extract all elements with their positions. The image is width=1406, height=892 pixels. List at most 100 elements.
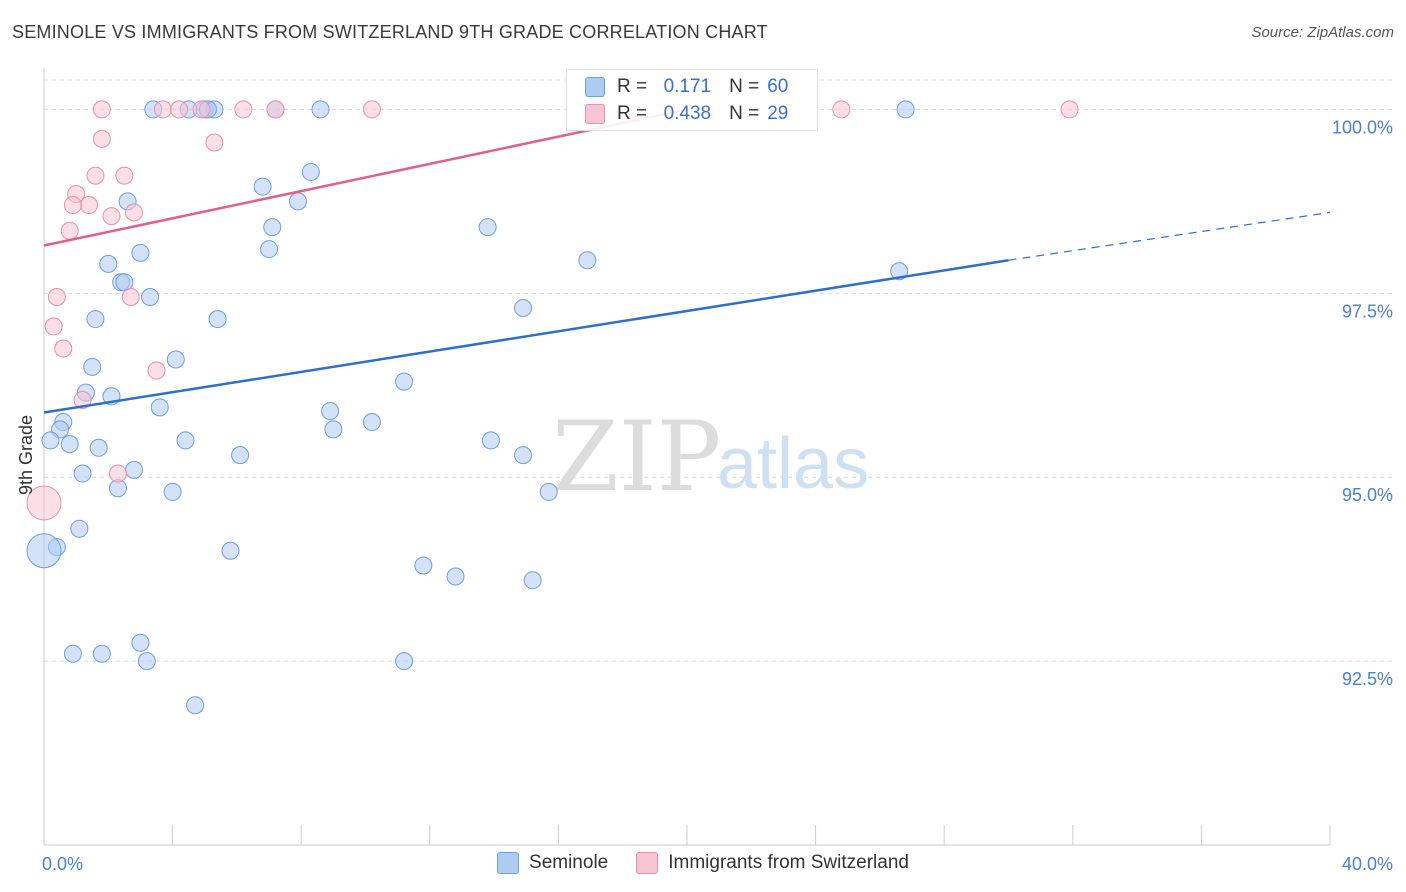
y-tick-label: 100.0%	[1332, 117, 1393, 137]
grid-lines	[44, 79, 1393, 662]
legend-n-value: 60	[767, 76, 789, 97]
seminole-point	[260, 240, 279, 259]
seminole-point	[896, 100, 915, 119]
seminole-point	[137, 652, 156, 671]
seminole-point	[324, 420, 343, 439]
switzerland-point	[266, 100, 285, 119]
switzerland-point	[60, 221, 79, 240]
seminole-point	[70, 519, 89, 538]
switzerland-legend-swatch	[636, 852, 659, 874]
seminole-point	[263, 218, 282, 237]
switzerland-point	[205, 133, 224, 152]
switzerland-swatch	[585, 104, 605, 124]
legend-item-seminole[interactable]: Seminole	[497, 852, 608, 874]
switzerland-trend-line	[43, 108, 688, 247]
switzerland-point	[26, 485, 62, 521]
switzerland-point	[121, 287, 140, 306]
switzerland-point	[86, 166, 105, 185]
seminole-point	[150, 398, 169, 417]
seminole-point	[523, 571, 542, 590]
seminole-point	[63, 644, 82, 663]
switzerland-point	[73, 390, 92, 409]
switzerland-point	[108, 464, 127, 483]
switzerland-point	[234, 100, 253, 119]
seminole-point	[321, 402, 340, 421]
switzerland-point	[362, 100, 381, 119]
seminole-point	[446, 567, 465, 586]
seminole-trend-extension	[1008, 211, 1331, 261]
switzerland-point	[153, 100, 172, 119]
seminole-point	[131, 633, 150, 652]
y-tick-label: 92.5%	[1342, 669, 1393, 689]
seminole-point	[311, 100, 330, 119]
axes	[43, 68, 1331, 846]
seminole-point	[362, 413, 381, 432]
seminole-trend-line	[43, 258, 1009, 414]
seminole-point	[539, 482, 558, 501]
legend-row-seminole: R = 0.171 N = 60	[585, 75, 788, 99]
legend-n-label: N =	[729, 103, 760, 124]
legend-r-label: R =	[617, 76, 648, 97]
seminole-legend-swatch	[497, 852, 520, 874]
switzerland-point	[92, 129, 111, 148]
seminole-point	[125, 460, 144, 479]
switzerland-point	[63, 196, 82, 215]
seminole-point	[288, 192, 307, 211]
seminole-point	[301, 162, 320, 181]
seminole-point	[186, 696, 205, 715]
seminole-point	[221, 541, 240, 560]
legend-n-label: N =	[729, 76, 760, 97]
stats-legend: R = 0.171 N = 60 R = 0.438 N = 29	[566, 69, 818, 131]
seminole-point	[414, 556, 433, 575]
seminole-point	[131, 243, 150, 262]
switzerland-point	[44, 317, 63, 336]
legend-r-label: R =	[617, 103, 648, 124]
switzerland-point	[102, 207, 121, 226]
seminole-point	[481, 431, 500, 450]
seminole-point	[60, 435, 79, 454]
seminole-point	[73, 464, 92, 483]
seminole-point	[41, 431, 60, 450]
y-tick-label: 97.5%	[1342, 301, 1393, 321]
x-tick-label: 0.0%	[42, 854, 83, 874]
seminole-point	[514, 446, 533, 465]
seminole-point	[163, 482, 182, 501]
source-label: Source: ZipAtlas.com	[1251, 24, 1394, 41]
x-tick-label: 40.0%	[1342, 854, 1393, 874]
seminole-point	[478, 218, 497, 237]
seminole-point	[141, 287, 160, 306]
switzerland-point	[80, 196, 99, 215]
seminole-point	[395, 652, 414, 671]
seminole-point	[231, 446, 250, 465]
watermark-zip: ZIP	[552, 401, 721, 513]
seminole-point	[99, 254, 118, 273]
switzerland-point	[192, 100, 211, 119]
switzerland-point	[1060, 100, 1079, 119]
seminole-point	[86, 310, 105, 329]
watermark-atlas: atlas	[717, 424, 869, 504]
seminole-point	[92, 644, 111, 663]
legend-row-switzerland: R = 0.438 N = 29	[585, 102, 788, 126]
switzerland-point	[832, 100, 851, 119]
legend-r-value: 0.438	[663, 103, 712, 124]
y-axis-label: 9th Grade	[16, 415, 36, 495]
seminole-legend-label: Seminole	[529, 852, 609, 873]
tick-labels: 92.5% 95.0% 97.5% 100.0% 0.0% 40.0%	[42, 117, 1393, 874]
chart-title: SEMINOLE VS IMMIGRANTS FROM SWITZERLAND …	[12, 22, 768, 42]
legend-item-switzerland[interactable]: Immigrants from Switzerland	[636, 852, 909, 874]
seminole-point	[578, 251, 597, 270]
switzerland-point	[47, 287, 66, 306]
switzerland-point	[125, 203, 144, 222]
seminole-point	[83, 357, 102, 376]
switzerland-point	[170, 100, 189, 119]
data-points	[26, 100, 1079, 715]
legend-r-value: 0.171	[663, 76, 712, 97]
seminole-point	[166, 350, 185, 369]
y-tick-label: 95.0%	[1342, 485, 1393, 505]
seminole-point	[26, 533, 62, 569]
switzerland-point	[115, 166, 134, 185]
switzerland-point	[92, 100, 111, 119]
switzerland-point	[147, 361, 166, 380]
series-legend: Seminole Immigrants from Switzerland	[0, 852, 1406, 874]
